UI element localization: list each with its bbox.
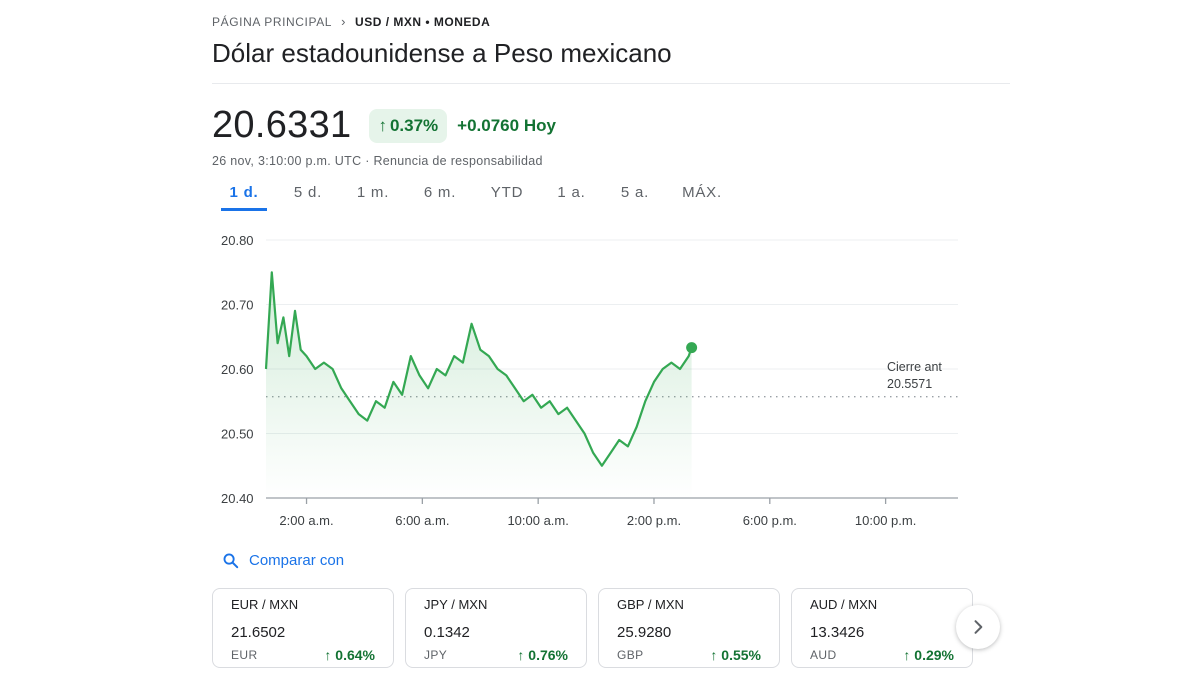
tab-range[interactable]: 5 d. — [293, 184, 323, 201]
card-change: ↑ 0.55% — [710, 647, 761, 663]
x-tick-label: 6:00 p.m. — [743, 513, 797, 528]
card-pair: AUD / MXN — [810, 597, 878, 612]
breadcrumb-chevron-icon: › — [341, 14, 347, 29]
card-value: 0.1342 — [424, 624, 470, 641]
card-pair: GBP / MXN — [617, 597, 684, 612]
chevron-right-icon — [974, 620, 983, 634]
current-price: 20.6331 — [212, 104, 352, 146]
range-tabs: 1 d. 5 d. 1 m. 6 m. YTD 1 a. 5 a. MÁX. — [212, 184, 737, 211]
card-currency: JPY — [424, 648, 448, 662]
last-price-dot — [686, 342, 698, 354]
breadcrumb-home-link[interactable]: PÁGINA PRINCIPAL — [212, 14, 333, 29]
card-value: 13.3426 — [810, 624, 865, 641]
previous-close-value: 20.5571 — [887, 377, 932, 391]
tab-range[interactable]: 5 a. — [620, 184, 650, 201]
breadcrumb: PÁGINA PRINCIPAL › USD / MXN • MONEDA — [212, 14, 490, 29]
x-tick-label: 2:00 a.m. — [279, 513, 333, 528]
x-tick-label: 2:00 p.m. — [627, 513, 681, 528]
breadcrumb-current: USD / MXN • MONEDA — [355, 14, 491, 29]
tab-range[interactable]: 1 a. — [557, 184, 586, 201]
header-divider — [212, 83, 1010, 84]
absolute-change: +0.0760 Hoy — [457, 115, 556, 135]
currency-card[interactable]: GBP / MXN 25.9280 GBP ↑ 0.55% — [598, 588, 780, 668]
card-currency: AUD — [810, 648, 837, 662]
arrow-up-icon: ↑ — [517, 647, 525, 663]
price-area — [266, 272, 692, 498]
search-icon — [223, 553, 239, 569]
y-tick-label: 20.40 — [221, 491, 254, 506]
tab-range[interactable]: YTD — [490, 184, 524, 201]
card-change: ↑ 0.29% — [903, 647, 954, 663]
arrow-up-icon: ↑ — [903, 647, 911, 663]
quote-timestamp: 26 nov, 3:10:00 p.m. UTC — [212, 154, 362, 168]
tab-range[interactable]: 6 m. — [423, 184, 457, 201]
tab-range[interactable]: 1 m. — [356, 184, 390, 201]
x-tick-label: 10:00 a.m. — [507, 513, 568, 528]
price-line — [264, 271, 693, 467]
card-value: 25.9280 — [617, 624, 672, 641]
related-currency-cards: EUR / MXN 21.6502 EUR ↑ 0.64% JPY / MXN … — [212, 588, 984, 668]
percent-change-value: 0.37% — [389, 115, 439, 135]
compare-label: Comparar con — [249, 552, 345, 569]
currency-card[interactable]: JPY / MXN 0.1342 JPY ↑ 0.76% — [405, 588, 587, 668]
card-pair: JPY / MXN — [424, 597, 488, 612]
percent-change-badge: ↑ 0.37% — [369, 108, 448, 143]
card-change: ↑ 0.76% — [517, 647, 568, 663]
next-cards-button[interactable] — [956, 605, 1000, 649]
meta-separator: · — [365, 154, 374, 168]
page-title: Dólar estadounidense a Peso mexicano — [212, 38, 672, 68]
card-value: 21.6502 — [231, 624, 286, 641]
disclaimer-link[interactable]: Renuncia de responsabilidad — [373, 154, 543, 168]
card-change: ↑ 0.64% — [324, 647, 375, 663]
quote-row: 20.6331 ↑ 0.37% +0.0760 Hoy — [212, 104, 556, 147]
tab-range[interactable]: 1 d. — [221, 184, 267, 211]
card-pair: EUR / MXN — [231, 597, 299, 612]
previous-close-label: Cierre ant — [887, 360, 942, 374]
y-tick-label: 20.60 — [221, 362, 254, 377]
arrow-up-icon: ↑ — [710, 647, 718, 663]
x-tick-label: 6:00 a.m. — [395, 513, 449, 528]
card-currency: GBP — [617, 648, 644, 662]
arrow-up-icon: ↑ — [324, 647, 332, 663]
quote-meta: 26 nov, 3:10:00 p.m. UTC · Renuncia de r… — [212, 154, 543, 168]
y-tick-label: 20.50 — [221, 427, 254, 442]
currency-card[interactable]: EUR / MXN 21.6502 EUR ↑ 0.64% — [212, 588, 394, 668]
compare-button[interactable]: Comparar con — [222, 552, 344, 569]
card-currency: EUR — [231, 648, 258, 662]
x-tick-label: 10:00 p.m. — [855, 513, 916, 528]
arrow-up-icon: ↑ — [378, 115, 387, 135]
price-chart[interactable]: 20.80 20.70 20.60 20.50 20.40 2:00 a.m. 6:00 … — [0, 0, 1200, 540]
tab-range[interactable]: MÁX. — [682, 184, 722, 201]
y-tick-label: 20.80 — [221, 233, 254, 248]
y-tick-label: 20.70 — [221, 298, 254, 313]
currency-card[interactable]: AUD / MXN 13.3426 AUD ↑ 0.29% — [791, 588, 973, 668]
